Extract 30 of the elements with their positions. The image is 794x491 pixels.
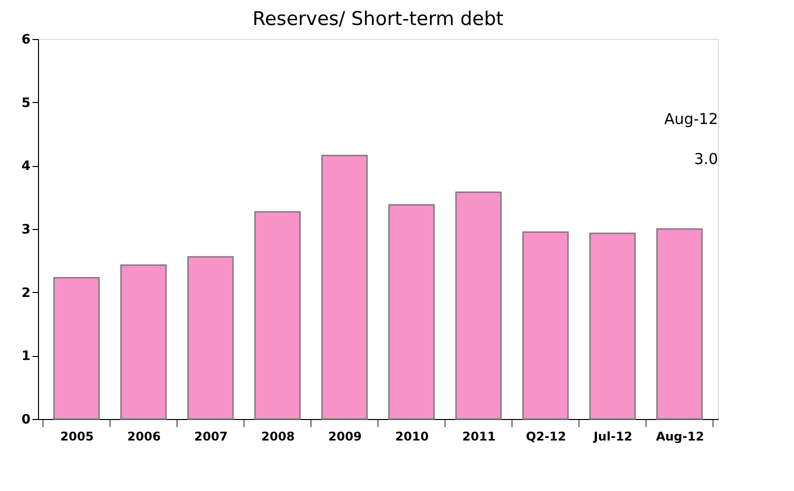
chart-title: Reserves/ Short-term debt — [252, 8, 504, 30]
x-tick-label: 2010 — [395, 430, 429, 444]
y-tick-label: 3 — [21, 222, 30, 238]
x-tick-label: 2007 — [194, 430, 228, 444]
bar — [120, 264, 167, 420]
bar — [53, 277, 100, 420]
x-tick-label: 2008 — [261, 430, 295, 444]
y-tick-label: 2 — [21, 286, 30, 301]
x-tick-label: 2011 — [462, 430, 496, 444]
x-tick-label: 2009 — [328, 430, 362, 444]
annotation: Aug-12 — [664, 110, 718, 128]
bar — [455, 192, 502, 420]
bar — [656, 228, 703, 420]
x-tick-label: 2005 — [60, 430, 94, 444]
x-tick-label: 2006 — [127, 430, 161, 444]
bar — [522, 231, 569, 420]
bar — [388, 204, 435, 420]
bar — [589, 232, 636, 420]
x-tick-label: Q2-12 — [526, 430, 566, 444]
x-tick-label: Aug-12 — [656, 430, 704, 444]
bar — [254, 211, 301, 420]
annotation: 3.0 — [694, 150, 718, 168]
bar — [187, 256, 234, 420]
x-tick-label: Jul-12 — [592, 430, 632, 444]
y-tick-label: 1 — [21, 349, 30, 364]
y-tick-label: 6 — [21, 32, 30, 48]
y-tick-label: 0 — [21, 412, 30, 428]
y-tick-label: 5 — [21, 96, 30, 111]
y-tick-label: 4 — [21, 159, 30, 174]
bar — [321, 154, 368, 420]
